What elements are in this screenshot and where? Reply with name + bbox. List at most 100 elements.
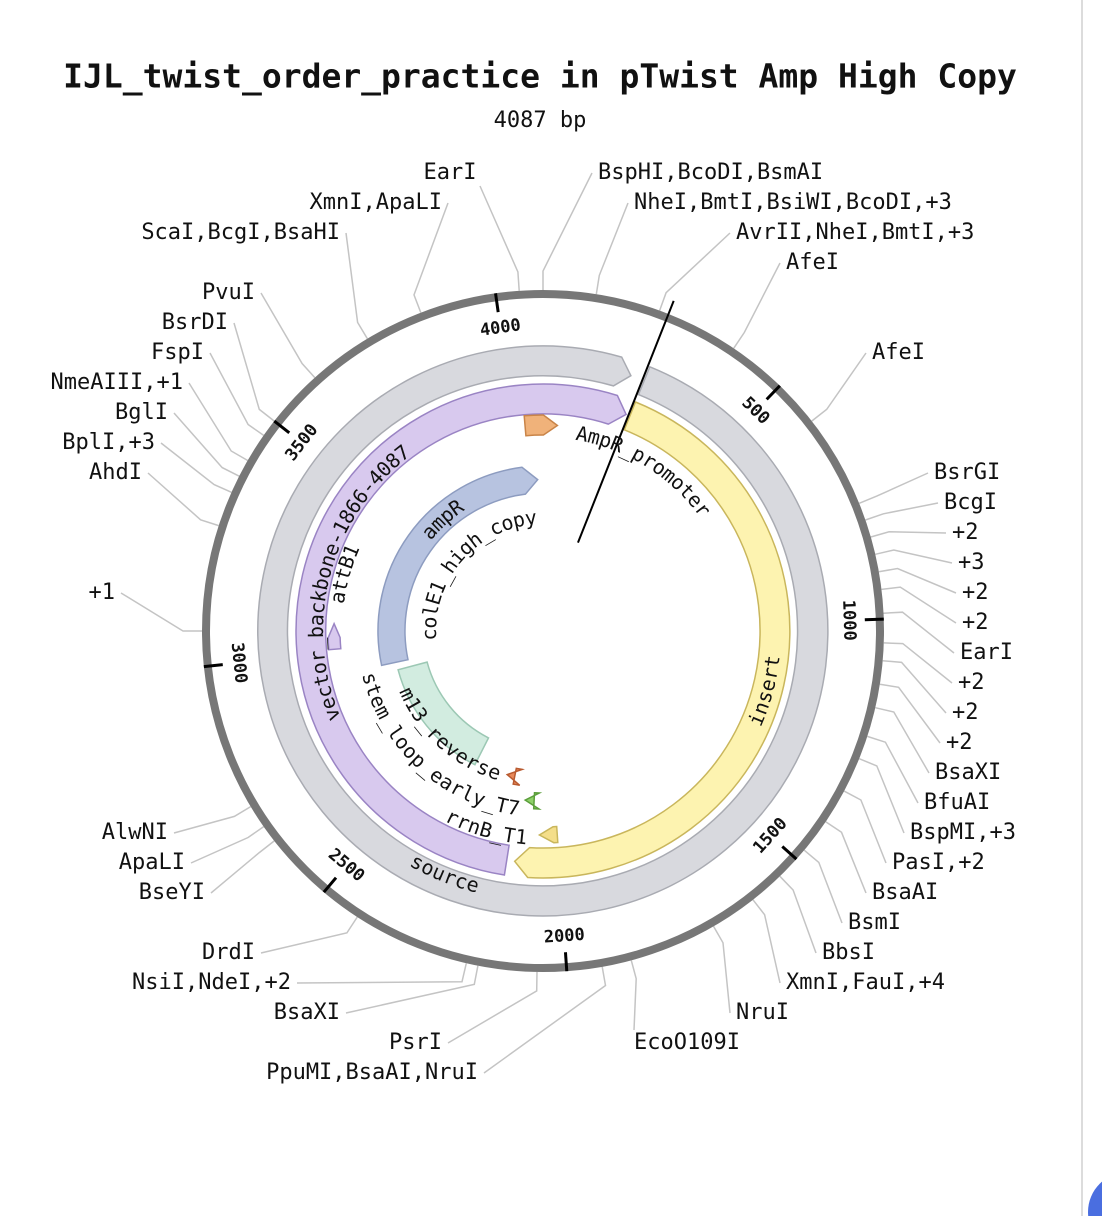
enzyme-leader — [875, 549, 953, 564]
enzyme-leader — [658, 232, 731, 311]
tick-label: 1000 — [838, 600, 859, 642]
backbone-circle — [202, 290, 884, 972]
enzyme-label: BsrDI — [162, 310, 228, 335]
enzyme-label: NruI — [736, 1000, 789, 1025]
enzyme-leader — [233, 322, 275, 422]
feature-glyph — [257, 345, 829, 917]
enzyme-leader — [120, 592, 202, 632]
enzyme-label: NmeAIII,+1 — [51, 370, 183, 395]
enzyme-label: ApaLI — [119, 850, 185, 875]
enzyme-leader — [595, 202, 629, 295]
enzyme-label: BsaXI — [274, 1000, 340, 1025]
enzyme-label: BbsI — [822, 940, 875, 965]
enzyme-label: ScaI,BcgI,BsaHI — [141, 220, 340, 245]
enzyme-leader — [870, 531, 947, 538]
enzyme-leader — [210, 840, 275, 894]
tick-label: 4000 — [479, 315, 522, 341]
tick-mark — [322, 876, 338, 894]
enzyme-leader — [712, 925, 731, 1014]
enzyme-leader — [479, 185, 520, 291]
enzyme-label: BspMI,+3 — [910, 820, 1016, 845]
enzyme-leader — [865, 502, 939, 521]
tick-label: 3000 — [227, 642, 251, 685]
enzyme-leader — [825, 821, 867, 894]
enzyme-leader — [173, 805, 252, 834]
enzyme-leader — [147, 472, 219, 527]
feature-glyph — [513, 401, 791, 879]
title: IJL_twist_order_practice in pTwist Amp H… — [63, 57, 1017, 96]
corner-button[interactable] — [1088, 1172, 1102, 1216]
enzyme-label: EarI — [960, 640, 1013, 665]
enzyme-leader — [883, 642, 953, 684]
enzyme-label: +2 — [946, 730, 973, 755]
enzyme-leader — [875, 706, 930, 774]
enzyme-leader — [752, 899, 781, 984]
tick-mark — [273, 419, 291, 434]
enzyme-leader — [542, 172, 593, 290]
enzyme-leader — [878, 567, 957, 594]
enzyme-leader — [173, 412, 240, 477]
enzyme-leader — [811, 352, 867, 422]
tick-mark — [563, 952, 569, 972]
enzyme-label: AvrII,NheI,BmtI,+3 — [736, 220, 974, 245]
enzyme-label: BsaAI — [872, 880, 938, 905]
enzyme-label: AhdI — [89, 460, 142, 485]
enzyme-label: PsrI — [389, 1030, 442, 1055]
enzyme-leader — [190, 825, 265, 864]
enzyme-label: +3 — [958, 550, 985, 575]
enzyme-label: +2 — [962, 610, 989, 635]
feature-glyph — [295, 383, 628, 876]
tick-mark — [864, 617, 884, 622]
enzyme-leader — [260, 292, 316, 379]
enzyme-label: BcgI — [944, 490, 997, 515]
enzyme-leader — [345, 965, 479, 1014]
enzyme-leader — [188, 382, 249, 462]
enzyme-label: +2 — [958, 670, 985, 695]
enzyme-label: PasI,+2 — [892, 850, 985, 875]
enzyme-label: XmnI,ApaLI — [310, 190, 442, 215]
enzyme-label: FspI — [151, 340, 204, 365]
enzyme-label: BsrGI — [934, 460, 1000, 485]
enzyme-label: AlwNI — [102, 820, 168, 845]
enzyme-label: BplI,+3 — [62, 430, 155, 455]
enzyme-leader — [413, 202, 449, 313]
enzyme-leader — [733, 262, 781, 349]
enzyme-label: BglI — [115, 400, 168, 425]
enzyme-label: BsaXI — [935, 760, 1001, 785]
enzyme-leader — [260, 916, 358, 954]
enzyme-label: NheI,BmtI,BsiWI,BcoDI,+3 — [634, 190, 952, 215]
subtitle: 4087 bp — [494, 108, 587, 133]
enzyme-leader — [160, 442, 232, 493]
tick-mark — [203, 663, 223, 669]
enzyme-label: NsiI,NdeI,+2 — [132, 970, 291, 995]
enzyme-leader — [882, 659, 947, 714]
origin-line — [577, 300, 675, 544]
enzyme-label: EarI — [424, 160, 477, 185]
enzyme-label: DrdI — [202, 940, 255, 965]
enzyme-label: BspHI,BcoDI,BsmAI — [598, 160, 823, 185]
enzyme-leader — [483, 966, 607, 1074]
enzyme-label: XmnI,FauI,+4 — [786, 970, 945, 995]
feature-glyph — [505, 767, 525, 787]
enzyme-leader — [345, 232, 369, 340]
enzyme-label: BsmI — [848, 910, 901, 935]
enzyme-leader — [843, 790, 887, 864]
enzyme-leader — [296, 963, 468, 984]
tick-mark — [765, 384, 781, 401]
enzyme-leader — [881, 586, 957, 624]
enzyme-leader — [209, 352, 265, 437]
feature-glyph — [523, 414, 559, 437]
enzyme-label: +2 — [962, 580, 989, 605]
enzyme-leader — [779, 875, 817, 954]
enzyme-label: PvuI — [202, 280, 255, 305]
enzyme-leader — [883, 611, 955, 654]
enzyme-label: EcoO109I — [634, 1030, 740, 1055]
enzyme-leader — [879, 683, 941, 744]
enzyme-leader — [858, 472, 929, 504]
tick-label: 2000 — [543, 925, 585, 948]
enzyme-label: AfeI — [872, 340, 925, 365]
enzyme-label: BfuAI — [924, 790, 990, 815]
feature-glyph — [523, 792, 543, 810]
enzyme-label: PpuMI,BsaAI,NruI — [266, 1060, 478, 1085]
